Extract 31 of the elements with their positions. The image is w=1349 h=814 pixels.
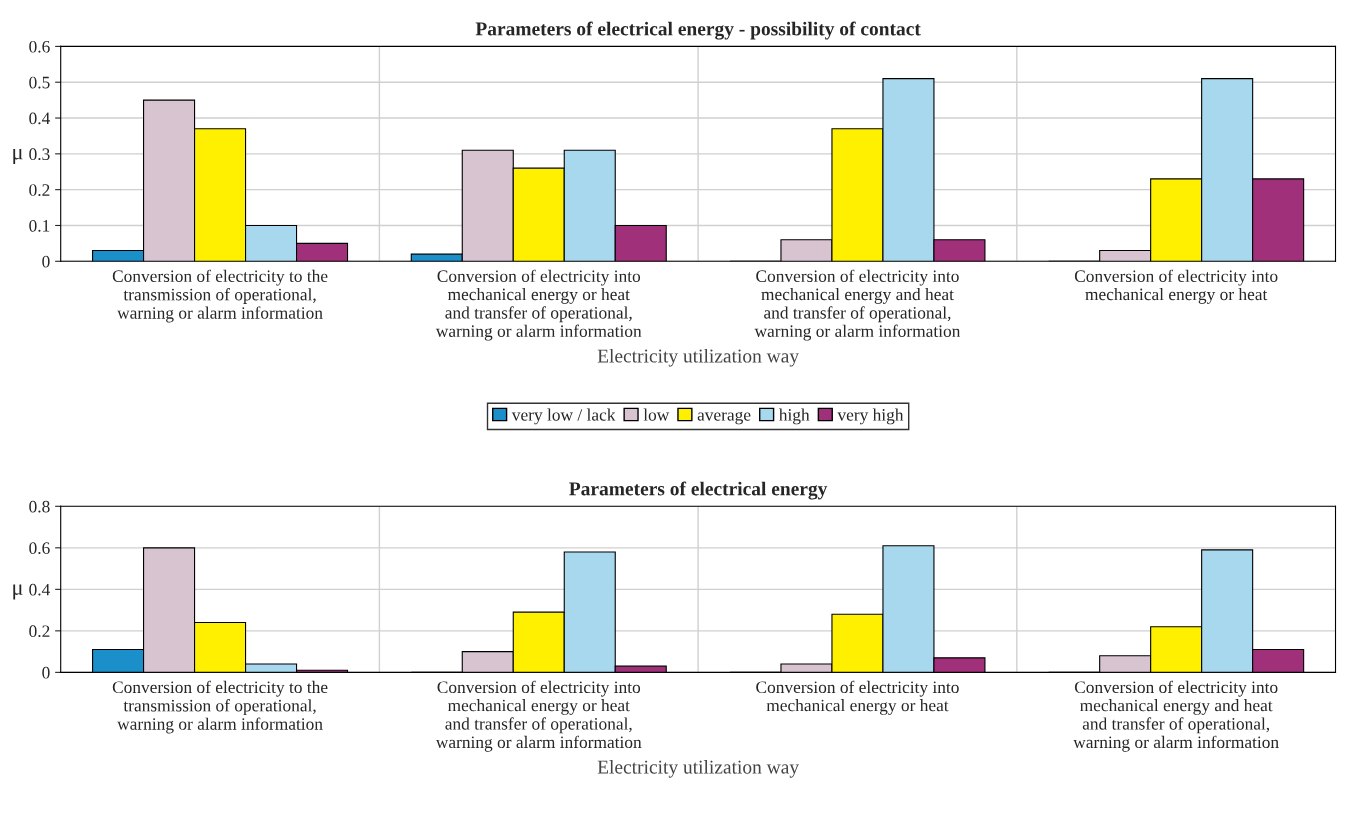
legend-label: average: [697, 411, 751, 425]
y-tick-label: 0: [42, 255, 50, 268]
y-axis-title: μ: [13, 148, 23, 164]
x-axis-title: Electricity utilization way: [597, 759, 799, 778]
x-tick-label: Conversion of electricity into mechanical energy or heat: [1074, 269, 1278, 304]
x-tick-label: Conversion of electricity into mechanical energy and heat and transfer of operational, warning or alarm information: [754, 269, 961, 341]
y-tick-label: 0.6: [29, 542, 50, 555]
x-axis-title: Electricity utilization way: [597, 348, 799, 367]
legend-label: very low / lack: [511, 408, 616, 425]
chart-title: Parameters of electrical energy: [569, 481, 828, 500]
y-tick-label: 0.6: [29, 40, 50, 53]
x-tick-label: Conversion of electricity into mechanical energy or heat and transfer of operational, warning or alarm information: [435, 680, 642, 752]
y-tick-label: 0.2: [29, 184, 50, 196]
x-tick-label: Conversion of electricity to the transmission of operational, warning or alarm information: [112, 269, 328, 323]
legend-label: low: [643, 408, 670, 421]
chart-title: Parameters of electrical energy - possibility of contact: [475, 21, 921, 40]
legend-label: high: [778, 408, 810, 425]
y-tick-label: 0: [42, 666, 50, 679]
x-tick-label: Conversion of electricity into mechanical energy or heat and transfer of operational, warning or alarm information: [435, 269, 642, 341]
x-tick-label: Conversion of electricity into mechanical energy or heat: [756, 680, 959, 715]
y-axis-title: μ: [13, 584, 23, 600]
x-tick-label: Conversion of electricity into mechanical energy and heat and transfer of operational, warning or alarm information: [1073, 680, 1279, 752]
y-tick-label: 0.4: [29, 583, 51, 596]
y-tick-label: 0.8: [29, 500, 50, 513]
legend-label: very high: [837, 408, 904, 425]
y-tick-label: 0.3: [29, 148, 50, 161]
y-tick-label: 0.2: [29, 625, 50, 638]
x-tick-label: Conversion of electricity to the transmission of operational, warning or alarm information: [112, 680, 328, 734]
y-tick-label: 0.4: [29, 112, 51, 125]
y-tick-label: 0.1: [29, 219, 50, 232]
y-tick-label: 0.5: [29, 76, 50, 89]
